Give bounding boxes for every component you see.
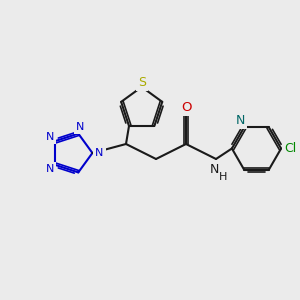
- Text: N: N: [95, 148, 104, 158]
- Text: N: N: [236, 114, 245, 127]
- Text: N: N: [46, 164, 54, 174]
- Text: O: O: [181, 101, 191, 114]
- Text: Cl: Cl: [284, 142, 297, 155]
- Text: H: H: [219, 172, 228, 182]
- Text: N: N: [210, 163, 219, 176]
- Text: N: N: [76, 122, 85, 132]
- Text: N: N: [46, 132, 54, 142]
- Text: S: S: [138, 76, 146, 89]
